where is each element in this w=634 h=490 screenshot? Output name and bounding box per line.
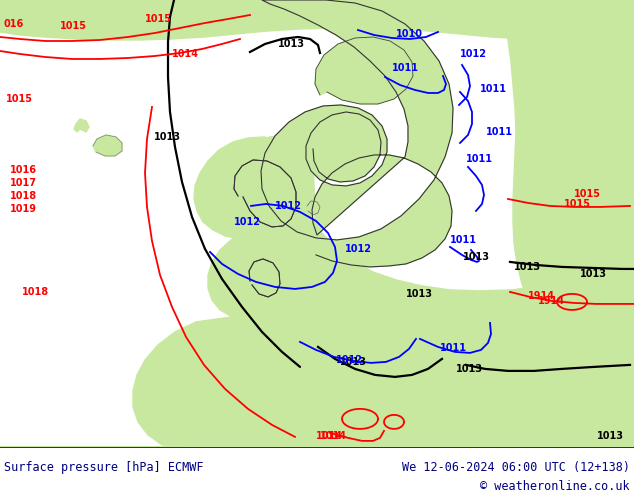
Text: 1018: 1018 bbox=[10, 191, 37, 201]
Text: Surface pressure [hPa] ECMWF: Surface pressure [hPa] ECMWF bbox=[4, 461, 204, 474]
Text: 1015: 1015 bbox=[574, 189, 601, 199]
Text: 1015: 1015 bbox=[564, 199, 591, 209]
Text: 1012: 1012 bbox=[460, 49, 487, 59]
Text: 1011: 1011 bbox=[392, 63, 419, 73]
Text: 1012: 1012 bbox=[345, 244, 372, 254]
Text: 1013: 1013 bbox=[406, 289, 433, 299]
Text: 1019: 1019 bbox=[10, 204, 37, 214]
Text: 1015: 1015 bbox=[145, 14, 172, 24]
Text: 1914: 1914 bbox=[528, 291, 555, 301]
Text: 1016: 1016 bbox=[10, 165, 37, 175]
Text: 1013: 1013 bbox=[340, 357, 367, 367]
Text: 1013: 1013 bbox=[580, 269, 607, 279]
Text: 1013: 1013 bbox=[154, 132, 181, 142]
Text: 1012: 1012 bbox=[234, 217, 261, 227]
Text: © weatheronline.co.uk: © weatheronline.co.uk bbox=[481, 480, 630, 490]
Text: 016: 016 bbox=[3, 19, 23, 29]
Polygon shape bbox=[307, 201, 320, 215]
Text: 1011: 1011 bbox=[440, 343, 467, 353]
Polygon shape bbox=[0, 0, 634, 40]
Polygon shape bbox=[74, 119, 89, 132]
Polygon shape bbox=[234, 160, 296, 227]
Polygon shape bbox=[93, 135, 122, 156]
Text: 1015: 1015 bbox=[6, 94, 33, 104]
Text: 1012: 1012 bbox=[275, 201, 302, 211]
Text: 1018: 1018 bbox=[22, 287, 49, 297]
Text: 1011: 1011 bbox=[486, 127, 513, 137]
Polygon shape bbox=[261, 0, 453, 267]
Text: 1015: 1015 bbox=[60, 21, 87, 31]
Text: We 12-06-2024 06:00 UTC (12+138): We 12-06-2024 06:00 UTC (12+138) bbox=[402, 461, 630, 474]
Text: 1013: 1013 bbox=[514, 262, 541, 272]
Polygon shape bbox=[315, 37, 413, 104]
Text: 1013: 1013 bbox=[456, 364, 483, 374]
Text: 1017: 1017 bbox=[10, 178, 37, 188]
Polygon shape bbox=[0, 135, 634, 447]
Text: 1014: 1014 bbox=[172, 49, 199, 59]
Text: 1010: 1010 bbox=[396, 29, 423, 39]
Text: 1013: 1013 bbox=[597, 431, 624, 441]
Text: 1011: 1011 bbox=[466, 154, 493, 164]
Text: 1014: 1014 bbox=[320, 431, 347, 441]
Text: 1012: 1012 bbox=[336, 355, 363, 365]
Text: 1011: 1011 bbox=[480, 84, 507, 94]
Polygon shape bbox=[505, 0, 634, 447]
Text: 1013: 1013 bbox=[463, 252, 490, 262]
Polygon shape bbox=[249, 259, 280, 297]
Text: 1011: 1011 bbox=[450, 235, 477, 245]
Text: 1914: 1914 bbox=[538, 296, 565, 306]
Text: 1014: 1014 bbox=[316, 431, 343, 441]
Text: 1013: 1013 bbox=[278, 39, 305, 49]
